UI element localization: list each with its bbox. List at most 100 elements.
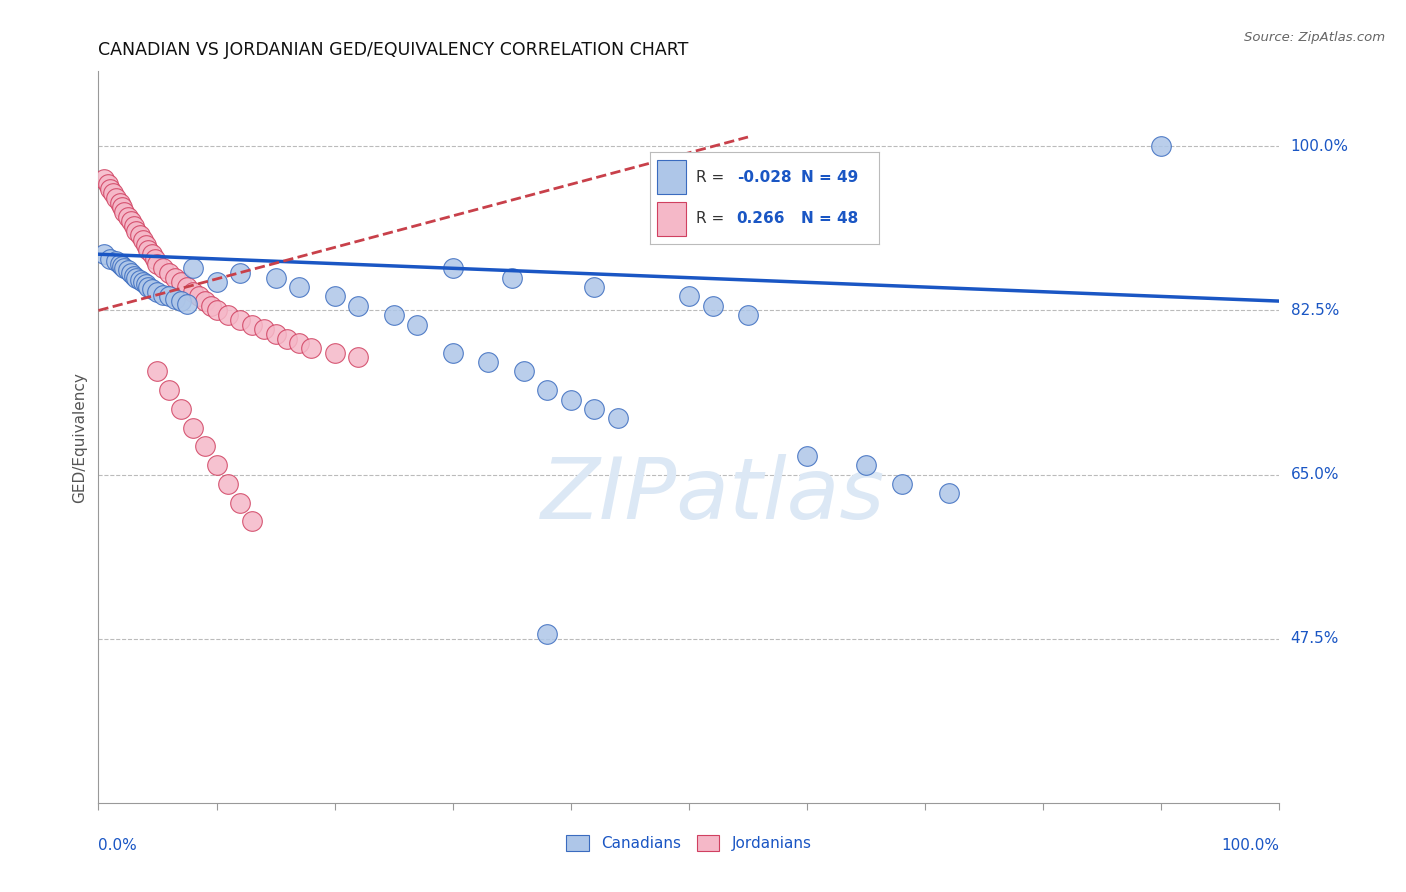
Point: [141, 247, 163, 261]
Point: [181, 420, 204, 434]
Point: [128, 228, 150, 243]
Legend: Canadians, Jordanians: Canadians, Jordanians: [560, 830, 818, 857]
Text: R =: R =: [696, 169, 728, 185]
Point: [536, 627, 558, 641]
Point: [108, 195, 131, 210]
Point: [347, 351, 370, 365]
Point: [382, 308, 405, 322]
Point: [1150, 139, 1173, 153]
Point: [146, 364, 169, 378]
Point: [97, 177, 120, 191]
Point: [501, 270, 523, 285]
Text: 100.0%: 100.0%: [1222, 838, 1279, 853]
Point: [105, 191, 128, 205]
Point: [205, 458, 228, 473]
Point: [93, 172, 115, 186]
Point: [276, 332, 298, 346]
Point: [121, 266, 143, 280]
Point: [678, 289, 700, 303]
Text: N = 48: N = 48: [801, 211, 858, 227]
Point: [105, 253, 128, 268]
Point: [141, 282, 163, 296]
Point: [165, 270, 187, 285]
Text: Source: ZipAtlas.com: Source: ZipAtlas.com: [1244, 31, 1385, 45]
Text: -0.028: -0.028: [737, 169, 792, 185]
Point: [170, 401, 193, 416]
Point: [288, 336, 311, 351]
Point: [93, 247, 115, 261]
Point: [217, 308, 239, 322]
Text: 100.0%: 100.0%: [1291, 139, 1348, 154]
Point: [229, 266, 252, 280]
Point: [240, 515, 263, 529]
Point: [441, 345, 464, 359]
Point: [583, 401, 606, 416]
Point: [165, 292, 187, 306]
Point: [125, 224, 148, 238]
Point: [323, 345, 346, 359]
Point: [117, 263, 139, 277]
Point: [229, 313, 252, 327]
Text: 0.266: 0.266: [737, 211, 785, 227]
Point: [128, 272, 150, 286]
Point: [288, 280, 311, 294]
Point: [264, 270, 287, 285]
Point: [132, 233, 155, 247]
Point: [117, 210, 139, 224]
Point: [229, 496, 252, 510]
Point: [98, 181, 121, 195]
Text: 65.0%: 65.0%: [1291, 467, 1339, 482]
Point: [855, 458, 877, 473]
Point: [111, 260, 134, 274]
Point: [938, 486, 960, 500]
Point: [132, 276, 155, 290]
Point: [194, 294, 217, 309]
Point: [406, 318, 429, 332]
Point: [200, 299, 222, 313]
Point: [205, 303, 228, 318]
Point: [323, 289, 346, 303]
Text: N = 49: N = 49: [801, 169, 858, 185]
Point: [347, 299, 370, 313]
Point: [583, 280, 606, 294]
Point: [176, 297, 198, 311]
Point: [146, 285, 169, 299]
Point: [112, 261, 135, 276]
Point: [607, 411, 630, 425]
Text: R =: R =: [696, 211, 728, 227]
Point: [122, 268, 145, 283]
Point: [890, 477, 912, 491]
Text: CANADIAN VS JORDANIAN GED/EQUIVALENCY CORRELATION CHART: CANADIAN VS JORDANIAN GED/EQUIVALENCY CO…: [98, 41, 689, 59]
Text: 82.5%: 82.5%: [1291, 303, 1339, 318]
Point: [477, 355, 499, 369]
Point: [146, 257, 169, 271]
Point: [253, 322, 276, 336]
Point: [441, 261, 464, 276]
Point: [136, 243, 159, 257]
Point: [702, 299, 724, 313]
Y-axis label: GED/Equivalency: GED/Equivalency: [72, 372, 87, 502]
Point: [217, 477, 239, 491]
Point: [181, 261, 204, 276]
Point: [299, 341, 322, 355]
Point: [111, 200, 134, 214]
Text: ZIPatlas: ZIPatlas: [540, 454, 884, 537]
Point: [512, 364, 534, 378]
Text: 47.5%: 47.5%: [1291, 632, 1339, 646]
Point: [136, 280, 159, 294]
Point: [122, 219, 145, 233]
Point: [170, 276, 193, 290]
Point: [181, 285, 204, 299]
Point: [737, 308, 759, 322]
Point: [157, 383, 180, 397]
Point: [125, 270, 148, 285]
Point: [796, 449, 818, 463]
Bar: [657, 160, 686, 194]
Point: [157, 289, 180, 303]
Point: [135, 277, 157, 292]
Point: [112, 205, 135, 219]
Point: [264, 326, 287, 341]
Point: [194, 440, 217, 454]
Point: [176, 280, 198, 294]
Point: [240, 318, 263, 332]
